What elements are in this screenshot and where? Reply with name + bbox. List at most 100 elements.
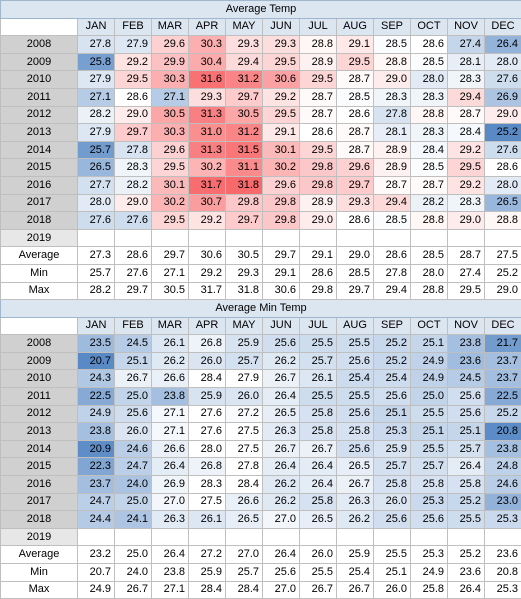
summary-cell[interactable]: 29.5: [448, 282, 485, 300]
summary-cell[interactable]: 20.7: [78, 564, 115, 582]
data-cell[interactable]: 25.4: [337, 370, 374, 388]
data-cell[interactable]: 24.6: [485, 476, 521, 494]
data-cell[interactable]: 25.8: [300, 423, 337, 441]
data-cell[interactable]: 25.2: [374, 352, 411, 370]
data-cell[interactable]: 21.7: [485, 335, 521, 353]
data-cell[interactable]: 25.5: [448, 511, 485, 529]
summary-cell[interactable]: 25.9: [337, 546, 374, 564]
summary-cell[interactable]: 25.5: [374, 546, 411, 564]
data-cell[interactable]: 28.8: [411, 212, 448, 230]
summary-cell[interactable]: 26.0: [374, 581, 411, 599]
data-cell[interactable]: 25.7: [411, 458, 448, 476]
data-cell[interactable]: 25.1: [448, 423, 485, 441]
data-cell[interactable]: 24.1: [115, 511, 152, 529]
data-cell[interactable]: 29.0: [115, 106, 152, 124]
data-cell[interactable]: [152, 229, 189, 247]
data-cell[interactable]: [189, 528, 226, 546]
data-cell[interactable]: 31.5: [226, 141, 263, 159]
summary-cell[interactable]: 28.5: [411, 247, 448, 265]
summary-cell[interactable]: 25.1: [374, 564, 411, 582]
summary-cell[interactable]: 25.4: [337, 564, 374, 582]
data-cell[interactable]: 27.9: [115, 36, 152, 54]
data-cell[interactable]: 28.9: [300, 194, 337, 212]
summary-cell[interactable]: 29.0: [337, 247, 374, 265]
data-cell[interactable]: [485, 229, 521, 247]
data-cell[interactable]: 30.2: [152, 194, 189, 212]
summary-cell[interactable]: 30.5: [226, 247, 263, 265]
data-cell[interactable]: 29.2: [448, 141, 485, 159]
data-cell[interactable]: 28.0: [411, 71, 448, 89]
summary-cell[interactable]: 25.3: [411, 546, 448, 564]
data-cell[interactable]: 29.0: [485, 106, 521, 124]
data-cell[interactable]: 30.6: [263, 71, 300, 89]
summary-cell[interactable]: 29.0: [485, 282, 521, 300]
summary-cell[interactable]: 29.7: [263, 247, 300, 265]
data-cell[interactable]: [300, 528, 337, 546]
summary-cell[interactable]: 28.8: [411, 282, 448, 300]
data-cell[interactable]: 27.5: [226, 440, 263, 458]
data-cell[interactable]: 28.3: [189, 476, 226, 494]
data-cell[interactable]: 29.2: [189, 212, 226, 230]
data-cell[interactable]: 26.7: [337, 476, 374, 494]
data-cell[interactable]: 29.4: [448, 88, 485, 106]
summary-cell[interactable]: 29.7: [152, 247, 189, 265]
data-cell[interactable]: 27.8: [374, 106, 411, 124]
data-cell[interactable]: 23.8: [448, 335, 485, 353]
data-cell[interactable]: 26.2: [263, 352, 300, 370]
data-cell[interactable]: 28.8: [374, 53, 411, 71]
data-cell[interactable]: 29.0: [374, 71, 411, 89]
data-cell[interactable]: 31.0: [189, 124, 226, 142]
data-cell[interactable]: 29.7: [115, 124, 152, 142]
data-cell[interactable]: 26.2: [152, 352, 189, 370]
data-cell[interactable]: 25.2: [485, 124, 521, 142]
data-cell[interactable]: 28.1: [448, 53, 485, 71]
data-cell[interactable]: 28.4: [411, 141, 448, 159]
data-cell[interactable]: [411, 528, 448, 546]
data-cell[interactable]: 24.0: [115, 476, 152, 494]
data-cell[interactable]: 24.9: [411, 352, 448, 370]
summary-cell[interactable]: 26.0: [300, 546, 337, 564]
summary-cell[interactable]: 29.7: [337, 282, 374, 300]
data-cell[interactable]: 29.6: [152, 36, 189, 54]
data-cell[interactable]: 23.6: [448, 352, 485, 370]
data-cell[interactable]: 28.6: [337, 212, 374, 230]
data-cell[interactable]: 30.3: [152, 71, 189, 89]
data-cell[interactable]: 25.6: [337, 440, 374, 458]
data-cell[interactable]: 23.8: [152, 388, 189, 406]
data-cell[interactable]: 26.4: [448, 458, 485, 476]
data-cell[interactable]: 27.6: [115, 212, 152, 230]
summary-cell[interactable]: 24.9: [78, 581, 115, 599]
data-cell[interactable]: 25.2: [485, 405, 521, 423]
data-cell[interactable]: 27.6: [78, 212, 115, 230]
summary-cell[interactable]: 27.4: [448, 264, 485, 282]
data-cell[interactable]: 24.9: [411, 370, 448, 388]
data-cell[interactable]: 25.5: [411, 405, 448, 423]
summary-cell[interactable]: 28.6: [115, 247, 152, 265]
summary-cell[interactable]: 23.6: [448, 564, 485, 582]
summary-cell[interactable]: 26.7: [300, 581, 337, 599]
data-cell[interactable]: 27.9: [78, 124, 115, 142]
data-cell[interactable]: 26.1: [300, 370, 337, 388]
data-cell[interactable]: 29.6: [263, 176, 300, 194]
data-cell[interactable]: 29.3: [337, 194, 374, 212]
data-cell[interactable]: 28.9: [300, 53, 337, 71]
data-cell[interactable]: [226, 528, 263, 546]
data-cell[interactable]: 25.8: [337, 423, 374, 441]
data-cell[interactable]: 24.3: [78, 370, 115, 388]
data-cell[interactable]: 24.5: [448, 370, 485, 388]
summary-cell[interactable]: 27.8: [374, 264, 411, 282]
data-cell[interactable]: 24.6: [115, 440, 152, 458]
data-cell[interactable]: 20.9: [78, 440, 115, 458]
data-cell[interactable]: 29.6: [152, 141, 189, 159]
data-cell[interactable]: 28.3: [411, 88, 448, 106]
data-cell[interactable]: 24.4: [78, 511, 115, 529]
data-cell[interactable]: 27.6: [485, 71, 521, 89]
summary-cell[interactable]: 30.5: [152, 282, 189, 300]
data-cell[interactable]: 30.3: [189, 36, 226, 54]
data-cell[interactable]: 22.3: [78, 458, 115, 476]
data-cell[interactable]: 29.3: [226, 36, 263, 54]
data-cell[interactable]: 27.2: [226, 405, 263, 423]
data-cell[interactable]: [115, 229, 152, 247]
data-cell[interactable]: 25.7: [226, 352, 263, 370]
data-cell[interactable]: 27.6: [189, 423, 226, 441]
